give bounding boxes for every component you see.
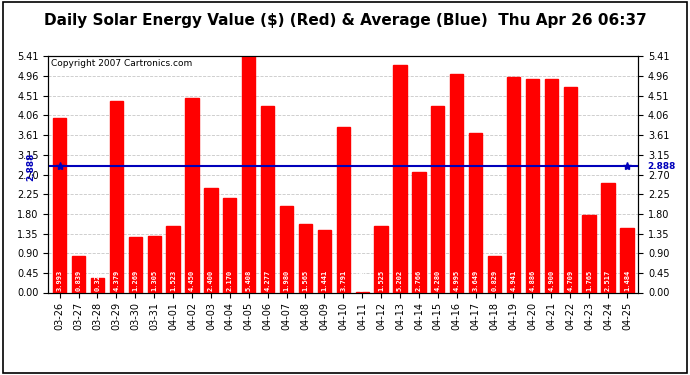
- Bar: [375, 226, 388, 292]
- Bar: [620, 228, 633, 292]
- Bar: [431, 106, 444, 292]
- Text: 0.323: 0.323: [95, 270, 101, 291]
- Text: 1.565: 1.565: [302, 270, 308, 291]
- Text: 4.280: 4.280: [435, 270, 441, 291]
- Text: 4.941: 4.941: [511, 270, 516, 291]
- Bar: [507, 77, 520, 292]
- Text: 5.408: 5.408: [246, 270, 252, 291]
- Text: 3.649: 3.649: [473, 270, 479, 291]
- Text: 1.523: 1.523: [170, 270, 176, 291]
- Text: 1.484: 1.484: [624, 270, 630, 291]
- Bar: [128, 237, 142, 292]
- Text: 2.888: 2.888: [26, 152, 36, 181]
- Text: 5.202: 5.202: [397, 270, 403, 291]
- Bar: [91, 278, 104, 292]
- Text: 4.379: 4.379: [113, 270, 119, 291]
- Bar: [469, 133, 482, 292]
- Bar: [148, 236, 161, 292]
- Text: 1.525: 1.525: [378, 270, 384, 291]
- Text: 4.450: 4.450: [189, 270, 195, 291]
- Text: Copyright 2007 Cartronics.com: Copyright 2007 Cartronics.com: [51, 58, 193, 68]
- Text: 1.269: 1.269: [132, 270, 138, 291]
- Bar: [488, 256, 501, 292]
- Text: 4.277: 4.277: [265, 270, 270, 291]
- Bar: [223, 198, 237, 292]
- Bar: [393, 65, 406, 292]
- Text: 1.441: 1.441: [322, 270, 327, 291]
- Text: Daily Solar Energy Value ($) (Red) & Average (Blue)  Thu Apr 26 06:37: Daily Solar Energy Value ($) (Red) & Ave…: [43, 13, 647, 28]
- Text: 4.900: 4.900: [549, 270, 554, 291]
- Text: 0.839: 0.839: [75, 270, 81, 291]
- Text: 2.400: 2.400: [208, 270, 214, 291]
- Text: 3.993: 3.993: [57, 270, 63, 291]
- Text: 1.765: 1.765: [586, 270, 592, 291]
- Text: 2.888: 2.888: [647, 162, 676, 171]
- Bar: [261, 106, 274, 292]
- Bar: [526, 79, 539, 292]
- Bar: [450, 74, 464, 292]
- Bar: [582, 215, 595, 292]
- Bar: [186, 98, 199, 292]
- Bar: [53, 118, 66, 292]
- Bar: [413, 172, 426, 292]
- Bar: [204, 188, 217, 292]
- Bar: [318, 230, 331, 292]
- Text: 4.709: 4.709: [567, 270, 573, 291]
- Text: 3.791: 3.791: [340, 270, 346, 291]
- Text: 4.886: 4.886: [529, 270, 535, 291]
- Bar: [110, 101, 123, 292]
- Text: 1.305: 1.305: [151, 270, 157, 291]
- Text: 2.766: 2.766: [416, 270, 422, 291]
- Text: 1.980: 1.980: [284, 270, 290, 291]
- Bar: [564, 87, 577, 292]
- Bar: [337, 127, 350, 292]
- Bar: [299, 224, 312, 292]
- Text: 2.170: 2.170: [227, 270, 233, 291]
- Text: 2.517: 2.517: [605, 270, 611, 291]
- Bar: [166, 226, 179, 292]
- Text: 4.995: 4.995: [454, 270, 460, 291]
- Bar: [280, 206, 293, 292]
- Text: 0.829: 0.829: [491, 270, 497, 291]
- Bar: [242, 56, 255, 292]
- Bar: [602, 183, 615, 292]
- Text: 0.006: 0.006: [359, 270, 365, 291]
- Bar: [544, 78, 558, 292]
- Bar: [72, 256, 85, 292]
